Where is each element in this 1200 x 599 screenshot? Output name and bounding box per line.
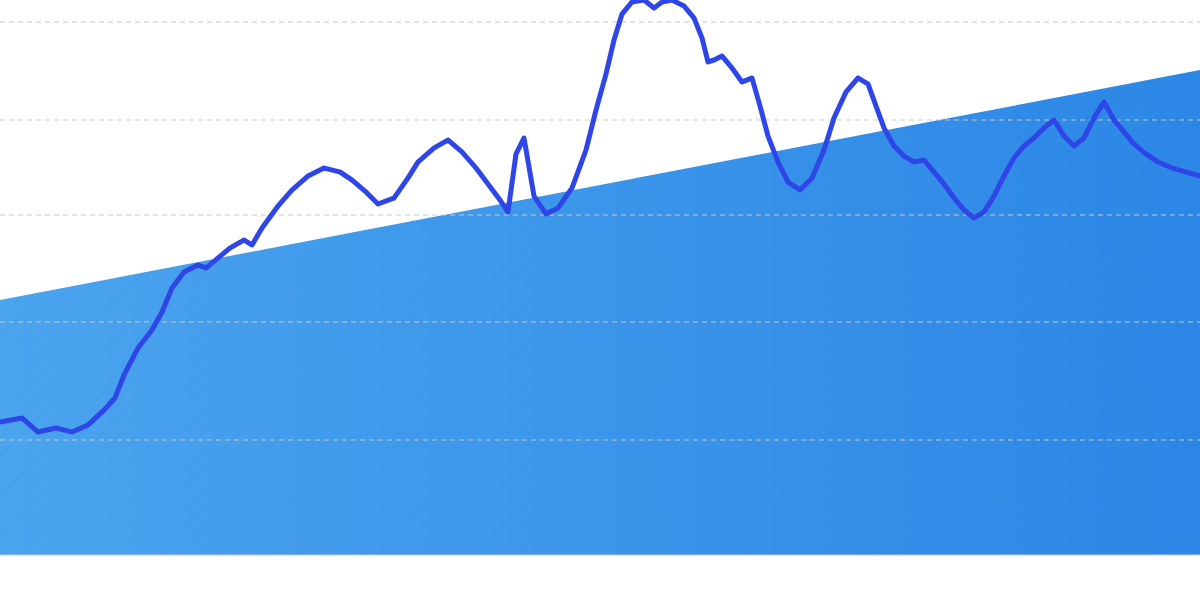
trend-chart bbox=[0, 0, 1200, 599]
